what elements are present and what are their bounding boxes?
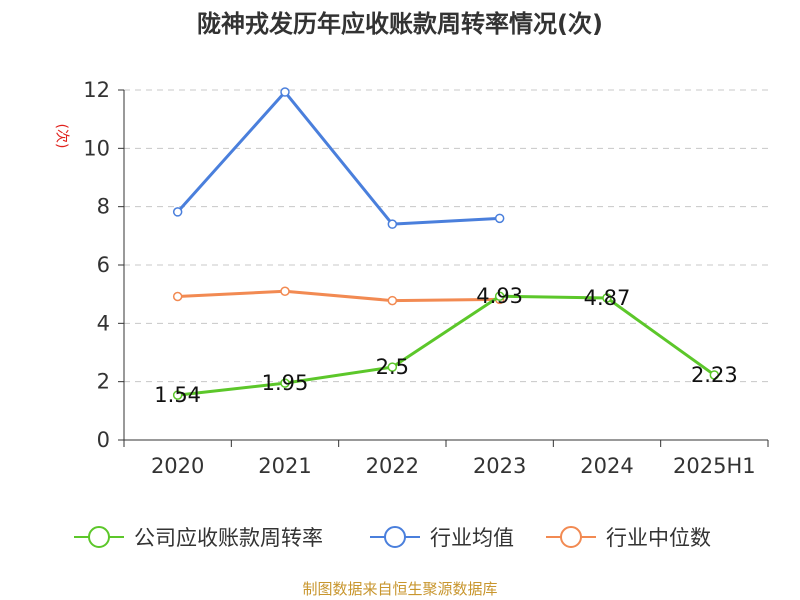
y-tick-label: 0 [97, 428, 110, 452]
legend-marker [88, 526, 110, 548]
x-tick-label: 2020 [151, 454, 204, 478]
data-point [280, 378, 290, 388]
y-tick-label: 8 [97, 195, 110, 219]
data-label: 4.87 [584, 286, 631, 310]
data-point [280, 286, 290, 296]
data-point [280, 87, 290, 97]
y-tick-label: 2 [97, 370, 110, 394]
series-line [176, 90, 500, 226]
y-tick-label: 12 [83, 78, 110, 102]
x-tick-label: 2021 [258, 454, 311, 478]
x-tick-label: 2023 [473, 454, 526, 478]
series-line [177, 289, 500, 303]
legend-label: 行业均值 [430, 526, 514, 550]
data-point [494, 213, 505, 224]
axes: 0 2 4 6 8 10 12 2020 2021 2022 2023 2024 2025H1 [83, 78, 769, 478]
data-label: 2.23 [691, 363, 738, 387]
y-tick-label: 4 [97, 311, 110, 335]
y-tick-label: 10 [83, 136, 110, 160]
data-label: 1.54 [154, 383, 201, 407]
legend: 公司应收账款周转率 行业均值 行业中位数 [74, 526, 711, 550]
data-label: 2.5 [376, 355, 409, 379]
y-tick-label: 6 [97, 253, 110, 277]
data-point [387, 219, 398, 229]
data-point [172, 291, 183, 302]
data-point [602, 293, 612, 303]
chart-title: 陇神戎发历年应收账款周转率情况(次) [197, 10, 603, 38]
grid-lines [124, 89, 768, 383]
x-tick-label: 2022 [366, 454, 419, 478]
data-point [172, 207, 183, 217]
legend-label: 行业中位数 [606, 526, 711, 550]
legend-marker [384, 526, 406, 548]
data-point [387, 295, 398, 306]
data-point [494, 291, 505, 301]
data-source-note: 制图数据来自恒生聚源数据库 [302, 580, 498, 598]
data-point [387, 362, 398, 372]
data-label: 4.93 [476, 284, 523, 308]
x-tick-label: 2024 [580, 454, 633, 478]
legend-marker [560, 526, 582, 548]
x-tick-label: 2025H1 [673, 454, 756, 478]
data-label: 1.95 [262, 371, 309, 395]
series-line [177, 294, 716, 397]
series-group: 1.54 1.95 2.5 4.93 4.87 2.23 [154, 87, 738, 407]
legend-label: 公司应收账款周转率 [134, 526, 323, 550]
data-point [172, 390, 183, 400]
data-point [709, 370, 720, 380]
